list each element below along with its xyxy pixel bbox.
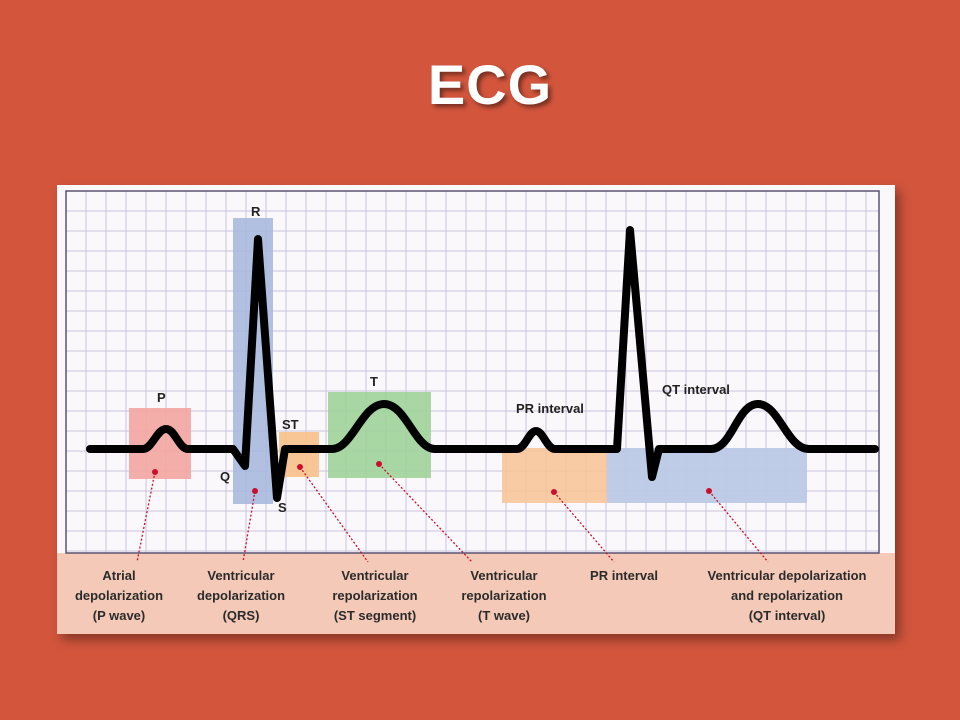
- slide-title: ECG: [427, 53, 553, 116]
- caption-p-wave-2: depolarization: [75, 588, 163, 603]
- pointer-dots: [152, 461, 712, 495]
- caption-st-segment-3: (ST segment): [334, 608, 416, 623]
- dot-qt-interval: [706, 488, 712, 494]
- label-q: Q: [220, 469, 230, 484]
- caption-qt-interval-1: Ventricular depolarization: [708, 568, 867, 583]
- caption-pr-interval-1: PR interval: [590, 568, 658, 583]
- label-qt-interval: QT interval: [662, 382, 730, 397]
- qt-interval-box: [607, 448, 807, 503]
- caption-p-wave-3: (P wave): [93, 608, 146, 623]
- dot-qrs: [252, 488, 258, 494]
- label-p: P: [157, 390, 166, 405]
- ecg-figure: P R Q S ST T PR interval QT interval Atr…: [57, 185, 895, 634]
- caption-st-segment-1: Ventricular: [341, 568, 408, 583]
- pointer-pr-interval: [553, 491, 615, 563]
- ecg-diagram: P R Q S ST T PR interval QT interval Atr…: [57, 185, 895, 634]
- dot-pr-interval: [551, 489, 557, 495]
- caption-t-wave-2: repolarization: [461, 588, 546, 603]
- pointer-lines: [136, 463, 769, 563]
- caption-qt-interval-3: (QT interval): [749, 608, 826, 623]
- caption-qrs-3: (QRS): [223, 608, 260, 623]
- label-t: T: [370, 374, 378, 389]
- caption-qrs-1: Ventricular: [207, 568, 274, 583]
- dot-p-wave: [152, 469, 158, 475]
- dot-st-segment: [297, 464, 303, 470]
- caption-t-wave-3: (T wave): [478, 608, 530, 623]
- pointer-p-wave: [136, 471, 156, 563]
- label-st: ST: [282, 417, 299, 432]
- ecg-trace: [86, 226, 879, 502]
- caption-p-wave-1: Atrial: [102, 568, 135, 583]
- chart-frame: [65, 190, 880, 554]
- pointer-t-wave: [378, 463, 473, 563]
- caption-qt-interval-2: and repolarization: [731, 588, 843, 603]
- label-s: S: [278, 500, 287, 515]
- pointer-qrs: [242, 490, 256, 563]
- label-r: R: [251, 204, 261, 219]
- caption-qrs-2: depolarization: [197, 588, 285, 603]
- pointer-st-segment: [299, 466, 369, 563]
- caption-t-wave-1: Ventricular: [470, 568, 537, 583]
- label-pr-interval: PR interval: [516, 401, 584, 416]
- dot-t-wave: [376, 461, 382, 467]
- caption-band: [57, 553, 895, 634]
- pointer-qt-interval: [708, 490, 769, 563]
- caption-st-segment-2: repolarization: [332, 588, 417, 603]
